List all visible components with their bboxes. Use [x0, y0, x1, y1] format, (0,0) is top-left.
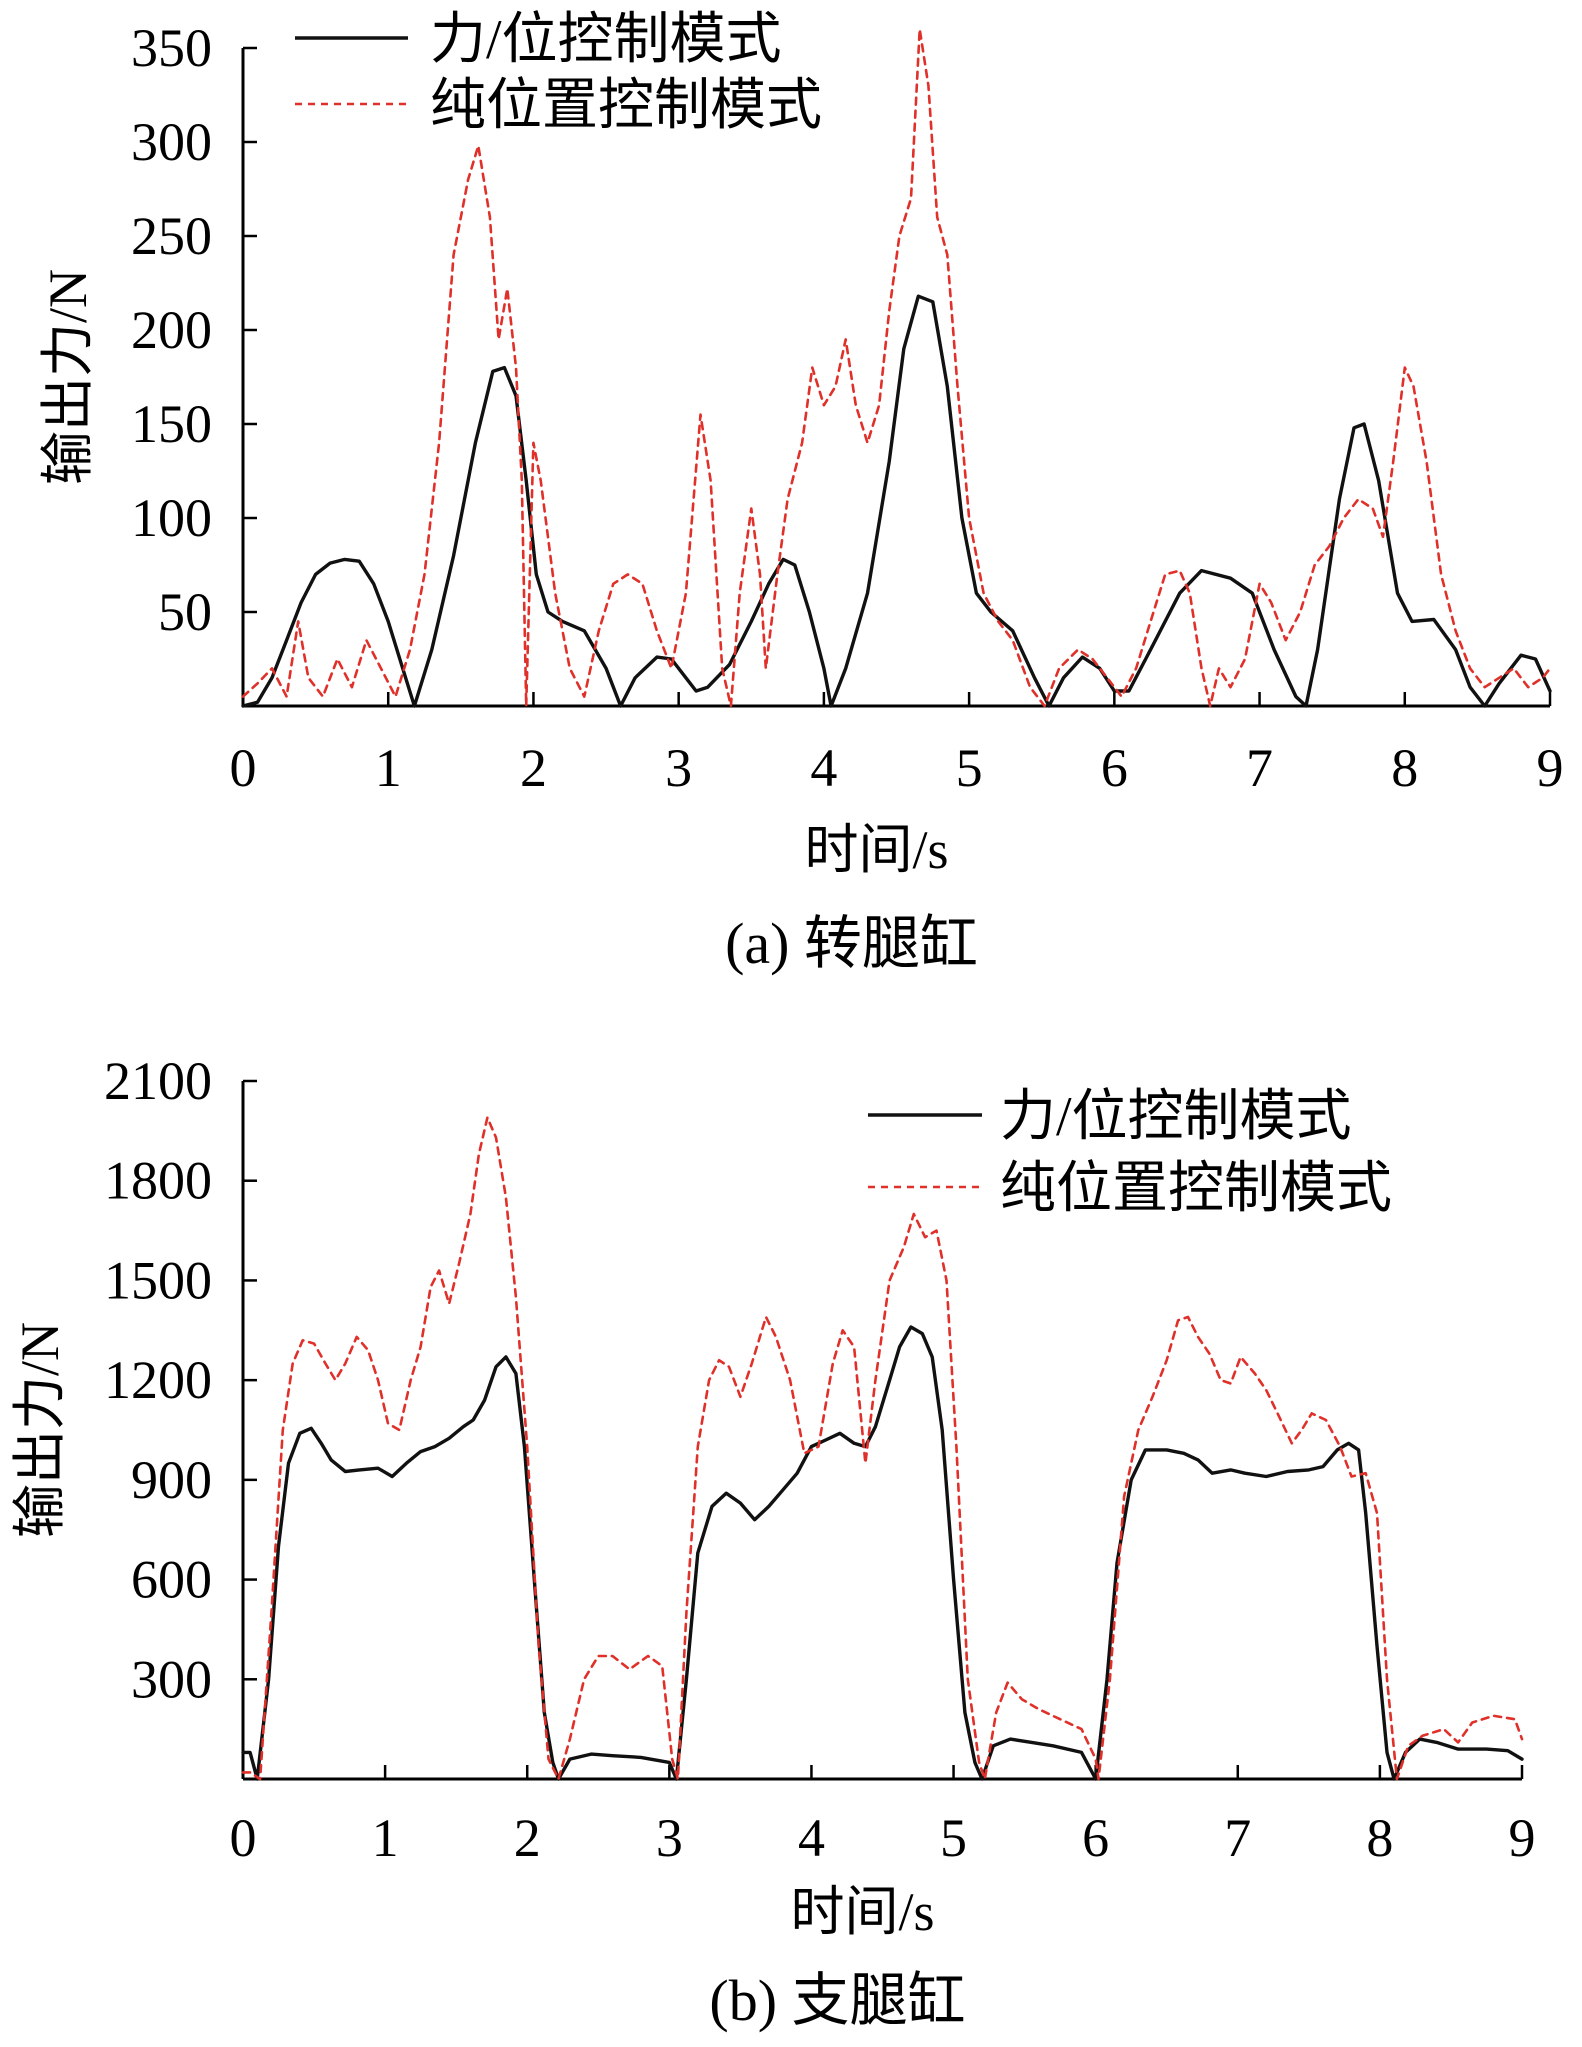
chart-b-x-tick-label: 0 — [230, 1808, 257, 1868]
chart-b-x-tick-label: 3 — [656, 1808, 683, 1868]
chart-b-series-force-position-line — [241, 1325, 1524, 1781]
chart-b-caption: (b) 支腿缸 — [709, 1968, 965, 2033]
chart-a-y-tick-label: 200 — [131, 300, 212, 360]
chart-b-y-tick-label: 600 — [131, 1550, 212, 1610]
chart-a-series-pure-position-line — [241, 27, 1552, 708]
chart-a-turn-leg-cylinder: 0 1 2 3 4 5 6 7 8 9 50 100 150 200 250 300 350 时间/s 输出力/N 力… — [38, 9, 1564, 976]
chart-a-x-tick-label: 1 — [375, 738, 402, 798]
chart-b-x-tick-label: 5 — [940, 1808, 967, 1868]
chart-a-y-tick-label: 50 — [158, 582, 212, 642]
chart-b-series-pure-position-line — [241, 1116, 1524, 1781]
chart-a-y-axis-title: 输出力/N — [38, 269, 98, 485]
chart-a-series-force-position-line — [241, 294, 1552, 708]
chart-a-x-tick-label: 4 — [810, 738, 837, 798]
chart-a-x-tick-label: 2 — [520, 738, 547, 798]
chart-a-y-tick-label: 100 — [131, 488, 212, 548]
chart-a-x-tick-label: 6 — [1101, 738, 1128, 798]
chart-a-legend-pure-position-label: 纯位置控制模式 — [430, 75, 822, 137]
chart-a-y-tick-label: 300 — [131, 112, 212, 172]
chart-a-x-tick-label: 3 — [665, 738, 692, 798]
chart-a-y-tick-label: 150 — [131, 394, 212, 454]
chart-a-x-tick-label: 0 — [230, 738, 257, 798]
chart-a-legend-force-position-label: 力/位控制模式 — [430, 9, 782, 71]
chart-b-x-tick-label: 4 — [798, 1808, 825, 1868]
chart-b-support-leg-cylinder: 0 1 2 3 4 5 6 7 8 9 300 600 900 1200 1500 1800 2100 时间/s 输… — [10, 1051, 1536, 2033]
chart-b-x-axis-title: 时间/s — [790, 1882, 934, 1942]
chart-a-x-tick-label: 9 — [1537, 738, 1564, 798]
chart-a-y-tick-label: 350 — [131, 18, 212, 78]
chart-b-y-tick-label: 2100 — [104, 1051, 212, 1111]
chart-b-x-tick-label: 6 — [1082, 1808, 1109, 1868]
chart-b-legend-pure-position-label: 纯位置控制模式 — [1000, 1158, 1392, 1220]
chart-b-x-tick-label: 2 — [514, 1808, 541, 1868]
chart-b-y-tick-label: 300 — [131, 1649, 212, 1709]
chart-a-x-tick-label: 5 — [956, 738, 983, 798]
chart-b-x-tick-label: 8 — [1366, 1808, 1393, 1868]
chart-b-x-tick-label: 7 — [1224, 1808, 1251, 1868]
chart-b-x-tick-label: 1 — [372, 1808, 399, 1868]
chart-a-x-tick-label: 8 — [1391, 738, 1418, 798]
chart-b-y-tick-label: 1800 — [104, 1151, 212, 1211]
chart-a-y-tick-label: 250 — [131, 206, 212, 266]
chart-a-x-tick-label: 7 — [1246, 738, 1273, 798]
chart-b-x-tick-label: 9 — [1509, 1808, 1536, 1868]
chart-b-y-axis-title: 输出力/N — [10, 1322, 70, 1538]
chart-b-y-tick-label: 900 — [131, 1450, 212, 1510]
chart-b-y-tick-label: 1500 — [104, 1250, 212, 1310]
chart-b-y-tick-label: 1200 — [104, 1350, 212, 1410]
chart-b-legend-force-position-label: 力/位控制模式 — [1000, 1086, 1352, 1148]
chart-a-x-axis-title: 时间/s — [804, 820, 948, 880]
chart-a-caption: (a) 转腿缸 — [725, 911, 978, 976]
